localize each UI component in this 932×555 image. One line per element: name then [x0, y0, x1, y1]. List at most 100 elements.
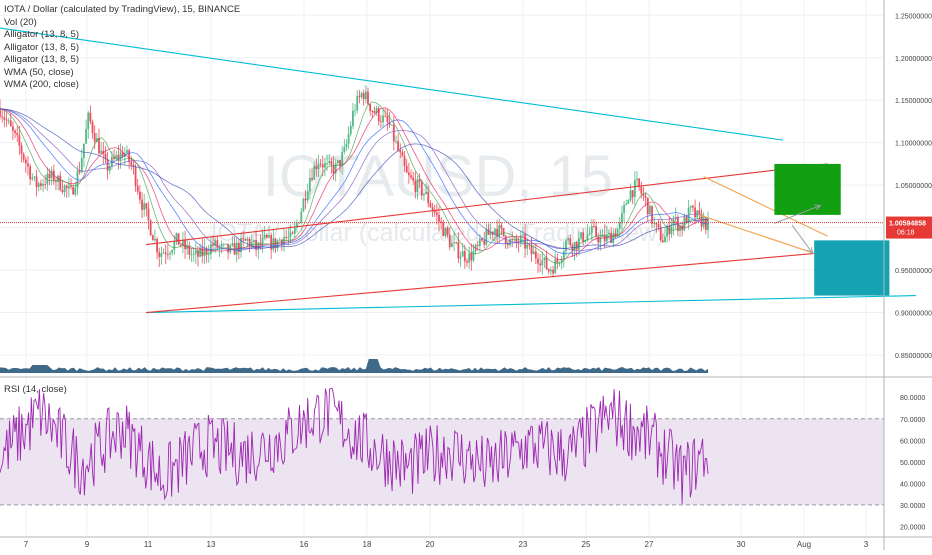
candle-body — [608, 232, 610, 235]
trendline-red-upper[interactable] — [145, 163, 828, 246]
candle-body — [560, 258, 563, 263]
candle-body — [457, 242, 460, 259]
candle-body — [646, 197, 649, 215]
candle-body — [550, 269, 552, 272]
candle-body — [85, 129, 87, 144]
candle-body — [375, 108, 378, 113]
target-down-box[interactable] — [814, 240, 890, 296]
candle-body — [250, 242, 253, 246]
candle-body — [63, 185, 66, 193]
target-up-box[interactable] — [774, 163, 841, 215]
candle-body — [522, 234, 524, 236]
candle-body — [414, 180, 417, 192]
candle-body — [33, 176, 36, 178]
candle-body — [537, 258, 539, 264]
indicator-wma-50[interactable]: WMA (50, close) — [4, 66, 74, 78]
price-tick-label: 0.85000000 — [895, 353, 932, 360]
projection-arrow[interactable] — [791, 224, 813, 254]
candle-body — [24, 159, 27, 164]
candle-body — [476, 245, 479, 246]
candle-body — [466, 261, 468, 263]
candle-body — [177, 233, 180, 245]
trendline-cyan-lower[interactable] — [146, 295, 916, 314]
candle-body — [225, 243, 227, 245]
candle-body — [59, 175, 62, 190]
indicator-vol[interactable]: Vol (20) — [4, 16, 37, 28]
candle-body — [93, 133, 96, 142]
candle-body — [440, 221, 443, 223]
candle-body — [321, 164, 324, 168]
indicator-alligator-teeth[interactable]: Alligator (13, 8, 5) — [4, 41, 79, 53]
candle-body — [302, 198, 305, 212]
candle-body — [532, 251, 535, 255]
rsi-tick-label: 70.0000 — [900, 417, 925, 424]
candle-body — [306, 191, 309, 201]
candle-body — [627, 200, 630, 204]
candle-body — [100, 150, 103, 154]
candle-body — [27, 163, 29, 167]
indicator-alligator-jaw[interactable]: Alligator (13, 8, 5) — [4, 29, 79, 40]
candle-body — [319, 163, 322, 165]
time-tick-label: 7 — [24, 540, 29, 549]
candle-body — [304, 198, 307, 201]
time-tick-label: 27 — [645, 540, 654, 549]
candle-body — [496, 229, 499, 237]
candle-body — [629, 190, 632, 201]
projection-arrow[interactable] — [774, 205, 821, 224]
last-price-label: 1.00594858 — [889, 221, 926, 228]
candle-body — [386, 116, 389, 122]
candle-body — [364, 91, 367, 100]
candle-body — [582, 232, 585, 243]
candle-body — [89, 112, 92, 122]
candle-body — [653, 222, 656, 224]
candle-body — [463, 251, 466, 262]
candle-body — [621, 212, 623, 223]
candle-body — [395, 141, 397, 142]
candle-body — [459, 256, 462, 259]
candle-body — [539, 263, 542, 266]
candle-body — [347, 133, 350, 144]
chart-title: IOTA / Dollar (calculated by TradingView… — [4, 4, 241, 15]
trendline-orange-upper[interactable] — [703, 176, 828, 237]
trendline-cyan-upper[interactable] — [0, 27, 784, 141]
rsi-title[interactable]: RSI (14, close) — [4, 384, 67, 395]
candle-body — [661, 240, 664, 243]
candle-body — [373, 111, 376, 113]
candle-body — [164, 252, 167, 255]
candle-body — [259, 242, 262, 246]
trendline-orange-lower[interactable] — [698, 214, 819, 256]
candle-body — [263, 234, 266, 238]
candle-body — [451, 243, 453, 248]
candle-body — [126, 150, 128, 153]
candle-body — [580, 232, 582, 239]
price-tick-label: 0.90000000 — [895, 311, 932, 318]
candle-body — [285, 237, 288, 238]
candle-body — [270, 235, 273, 250]
candle-body — [22, 153, 25, 160]
candle-body — [468, 253, 471, 263]
candle-body — [689, 205, 692, 208]
candle-body — [57, 175, 60, 182]
candle-body — [248, 238, 251, 246]
candle-body — [147, 208, 150, 221]
candle-body — [431, 207, 434, 211]
candle-body — [339, 160, 341, 166]
candle-body — [489, 231, 492, 235]
candle-body — [429, 203, 432, 208]
volume-area — [0, 359, 708, 373]
candle-body — [171, 250, 174, 253]
candle-body — [573, 241, 576, 251]
candle-body — [545, 257, 548, 270]
rsi-tick-label: 80.0000 — [900, 395, 925, 402]
candle-body — [442, 222, 445, 237]
candle-body — [382, 115, 384, 123]
indicator-alligator-lips[interactable]: Alligator (13, 8, 5) — [4, 54, 79, 65]
trendline-red-lower[interactable] — [145, 252, 819, 314]
indicator-wma-200[interactable]: WMA (200, close) — [4, 79, 79, 90]
time-tick-label: 9 — [85, 540, 90, 549]
candle-body — [117, 155, 120, 160]
rsi-tick-label: 60.0000 — [900, 438, 925, 445]
candle-body — [169, 252, 171, 255]
candle-body — [276, 240, 279, 249]
